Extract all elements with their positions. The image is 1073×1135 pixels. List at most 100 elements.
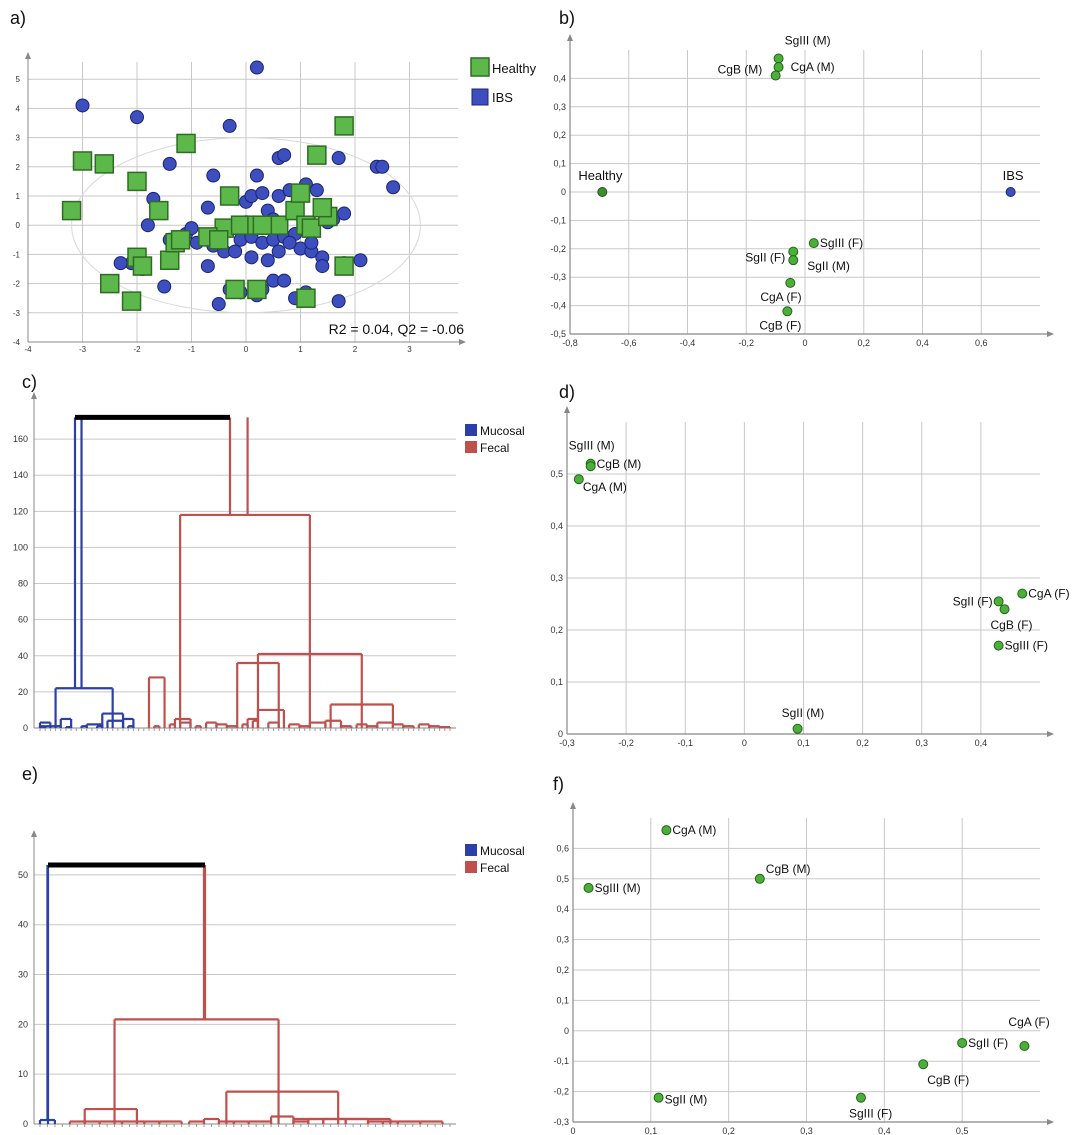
y-tick-label: 0,2 (553, 130, 566, 140)
ibs-point (386, 180, 401, 195)
axis-x-arrow (1047, 731, 1054, 737)
panel-label-d: d) (559, 382, 576, 402)
point-sgii-m- (788, 255, 799, 266)
ibs-point (200, 259, 215, 274)
healthy-point (159, 250, 180, 270)
x-tick-label: -0,8 (562, 338, 578, 348)
point-cgb-f- (782, 306, 793, 317)
healthy-point (219, 186, 240, 206)
legend-label-healthy: Healthy (492, 61, 537, 76)
y-tick-label: 20 (18, 1019, 28, 1029)
chart-e: 0 10 20 30 40 50 Mucosal Fecal (18, 830, 525, 1129)
ibs-point (140, 218, 155, 233)
y-tick-label: 0 (558, 729, 563, 739)
y-axis-arrow (31, 392, 37, 399)
y-tick-label: -0,2 (553, 1087, 569, 1097)
point-sgiii-f- (855, 1092, 866, 1103)
legend-swatch-fecal (465, 861, 477, 873)
y-tick-label: -0,4 (550, 301, 566, 311)
panel-d: d) -0,3 -0,2 -0,1 0 0,1 0,2 0,3 0,4 0 0,1 0,2 0,3 0,… (545, 362, 1073, 752)
y-tick-label: 0,6 (556, 843, 569, 853)
legend-label-mucosal: Mucosal (480, 844, 525, 858)
x-tick-label: -0,3 (559, 738, 575, 748)
legend-swatch-ibs (471, 88, 489, 106)
point-cga-m- (661, 825, 672, 836)
point-cgb-m- (770, 70, 781, 81)
ibs-point (309, 183, 324, 198)
healthy-point (121, 291, 142, 311)
ibs-point (249, 60, 264, 75)
healthy-point (149, 200, 169, 221)
y-tick-label: -4 (13, 338, 21, 347)
healthy-point (176, 133, 196, 154)
x-tick-label: -2 (133, 345, 141, 354)
point-cga-m- (573, 474, 584, 485)
y-tick-label: -0,5 (550, 329, 566, 339)
x-tick-label: 2 (353, 345, 358, 354)
healthy-point (252, 215, 273, 235)
point-cga-f- (1019, 1041, 1030, 1051)
y-tick-label: 5 (16, 75, 21, 84)
panel-label-e: e) (22, 764, 39, 784)
healthy-point (334, 256, 354, 276)
point-cga-f- (785, 277, 796, 288)
point-label: CgB (F) (927, 1073, 969, 1087)
point-cgb-m- (754, 873, 765, 884)
x-tick-label: -3 (79, 345, 87, 354)
x-tick-label: 0,5 (956, 1126, 969, 1135)
y-tick-label: 0,5 (550, 469, 563, 479)
ibs-point (222, 118, 237, 133)
point-cgb-f- (918, 1059, 929, 1070)
chart-f: 0 0,1 0,2 0,3 0,4 0,5 -0,3 -0,2 -0,1 0 0,1 0,2 0,3 0,… (553, 802, 1054, 1135)
x-tick-label: -0,1 (677, 738, 693, 748)
point-sgii-f- (957, 1037, 968, 1048)
healthy-point (170, 230, 191, 250)
panel-a: a) -4 -3 -2 -1 0 1 2 3 -4 -3 -2 -1 0 1 2 3 4 5 R2 = 0.04, … (0, 0, 550, 355)
y-tick-label: 2 (16, 163, 21, 172)
healthy-point (301, 218, 322, 238)
legend-swatch-mucosal (465, 844, 477, 856)
x-tick-label: 1 (298, 345, 303, 354)
x-tick-label: -0,2 (618, 738, 634, 748)
y-tick-label: -1 (13, 250, 21, 259)
ibs-point (260, 253, 275, 268)
x-tick-label: -0,6 (621, 338, 637, 348)
legend-label-ibs: IBS (492, 90, 513, 105)
panel-b: b) -0,8 -0,6 -0,4 -0,2 0 0,2 0,4 0,6 -0,5 -0,4 -0,… (545, 0, 1073, 355)
healthy-point (230, 215, 251, 235)
point-cga-m- (773, 62, 784, 73)
x-tick-label: 0 (570, 1126, 575, 1135)
point-label: SgIII (F) (820, 236, 863, 250)
healthy-point (334, 116, 354, 136)
x-tick-label: -4 (24, 345, 32, 354)
healthy-point (72, 151, 93, 171)
y-tick-label: -3 (13, 309, 21, 318)
point-label: SgIII (F) (1005, 639, 1048, 653)
y-tick-label: 0,3 (556, 935, 569, 945)
healthy-point (247, 279, 267, 300)
hotelling-ellipse (71, 137, 421, 314)
ibs-point (353, 253, 368, 268)
y-tick-label: 40 (18, 920, 28, 930)
ibs-point (228, 244, 243, 259)
point-cgb-m- (585, 461, 596, 472)
x-tick-label: -0,4 (680, 338, 696, 348)
ibs-point (255, 186, 270, 201)
x-tick-label: 0,1 (797, 738, 810, 748)
legend-label-fecal: Fecal (480, 441, 509, 455)
y-tick-label: 0,4 (556, 904, 569, 914)
panel-c: c) 0 20 40 60 80 100 120 140 160 Mucosal Fecal (0, 362, 550, 752)
x-tick-label: 0,3 (915, 738, 928, 748)
panel-f: f) 0 0,1 0,2 0,3 0,4 0,5 -0,3 -0,2 -0,1 0 0,1 0,2 0,… (545, 758, 1073, 1135)
point-label: CgA (M) (583, 480, 627, 494)
healthy-point (61, 200, 82, 221)
x-tick-label: 0,2 (856, 738, 869, 748)
axis-y-arrow (564, 406, 570, 413)
ibs-point (331, 294, 346, 309)
y-tick-label: 0,3 (553, 102, 566, 112)
point-label: CgB (M) (766, 862, 811, 876)
axis-y-arrow (567, 34, 573, 41)
y-tick-label: 50 (18, 870, 28, 880)
healthy-point (209, 230, 229, 250)
chart-a: -4 -3 -2 -1 0 1 2 3 -4 -3 -2 -1 0 1 2 3 4 5 R2 = 0.04, Q2 … (13, 52, 537, 354)
